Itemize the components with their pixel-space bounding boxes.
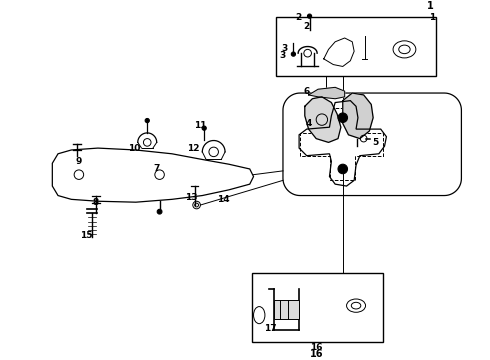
Text: 4: 4	[305, 119, 312, 128]
Text: 5: 5	[372, 138, 378, 147]
Text: 3: 3	[281, 44, 288, 53]
Text: 7: 7	[153, 165, 160, 174]
Text: 1: 1	[427, 1, 434, 12]
Circle shape	[157, 209, 162, 214]
Text: 17: 17	[264, 324, 277, 333]
Text: 9: 9	[76, 157, 82, 166]
Text: 14: 14	[217, 195, 229, 204]
Text: 2: 2	[304, 22, 310, 31]
Text: 16: 16	[310, 349, 324, 359]
Circle shape	[338, 113, 347, 122]
Text: 13: 13	[185, 193, 197, 202]
Bar	[252, 273, 383, 342]
Text: 3: 3	[280, 50, 286, 59]
Polygon shape	[305, 97, 341, 143]
Text: 15: 15	[80, 231, 93, 240]
Bar	[276, 17, 436, 76]
Circle shape	[338, 164, 347, 174]
Polygon shape	[343, 93, 373, 139]
Text: 10: 10	[128, 144, 140, 153]
Text: 8: 8	[93, 198, 99, 207]
Text: 16: 16	[310, 343, 322, 352]
Text: 12: 12	[187, 144, 199, 153]
Bar	[274, 300, 299, 319]
Circle shape	[145, 118, 149, 123]
Text: 11: 11	[194, 121, 207, 130]
Polygon shape	[309, 87, 344, 99]
Text: 2: 2	[295, 13, 302, 22]
Circle shape	[307, 14, 312, 18]
Text: 6: 6	[304, 87, 310, 96]
Circle shape	[292, 52, 295, 56]
Text: 1: 1	[429, 13, 435, 22]
Circle shape	[202, 126, 206, 130]
